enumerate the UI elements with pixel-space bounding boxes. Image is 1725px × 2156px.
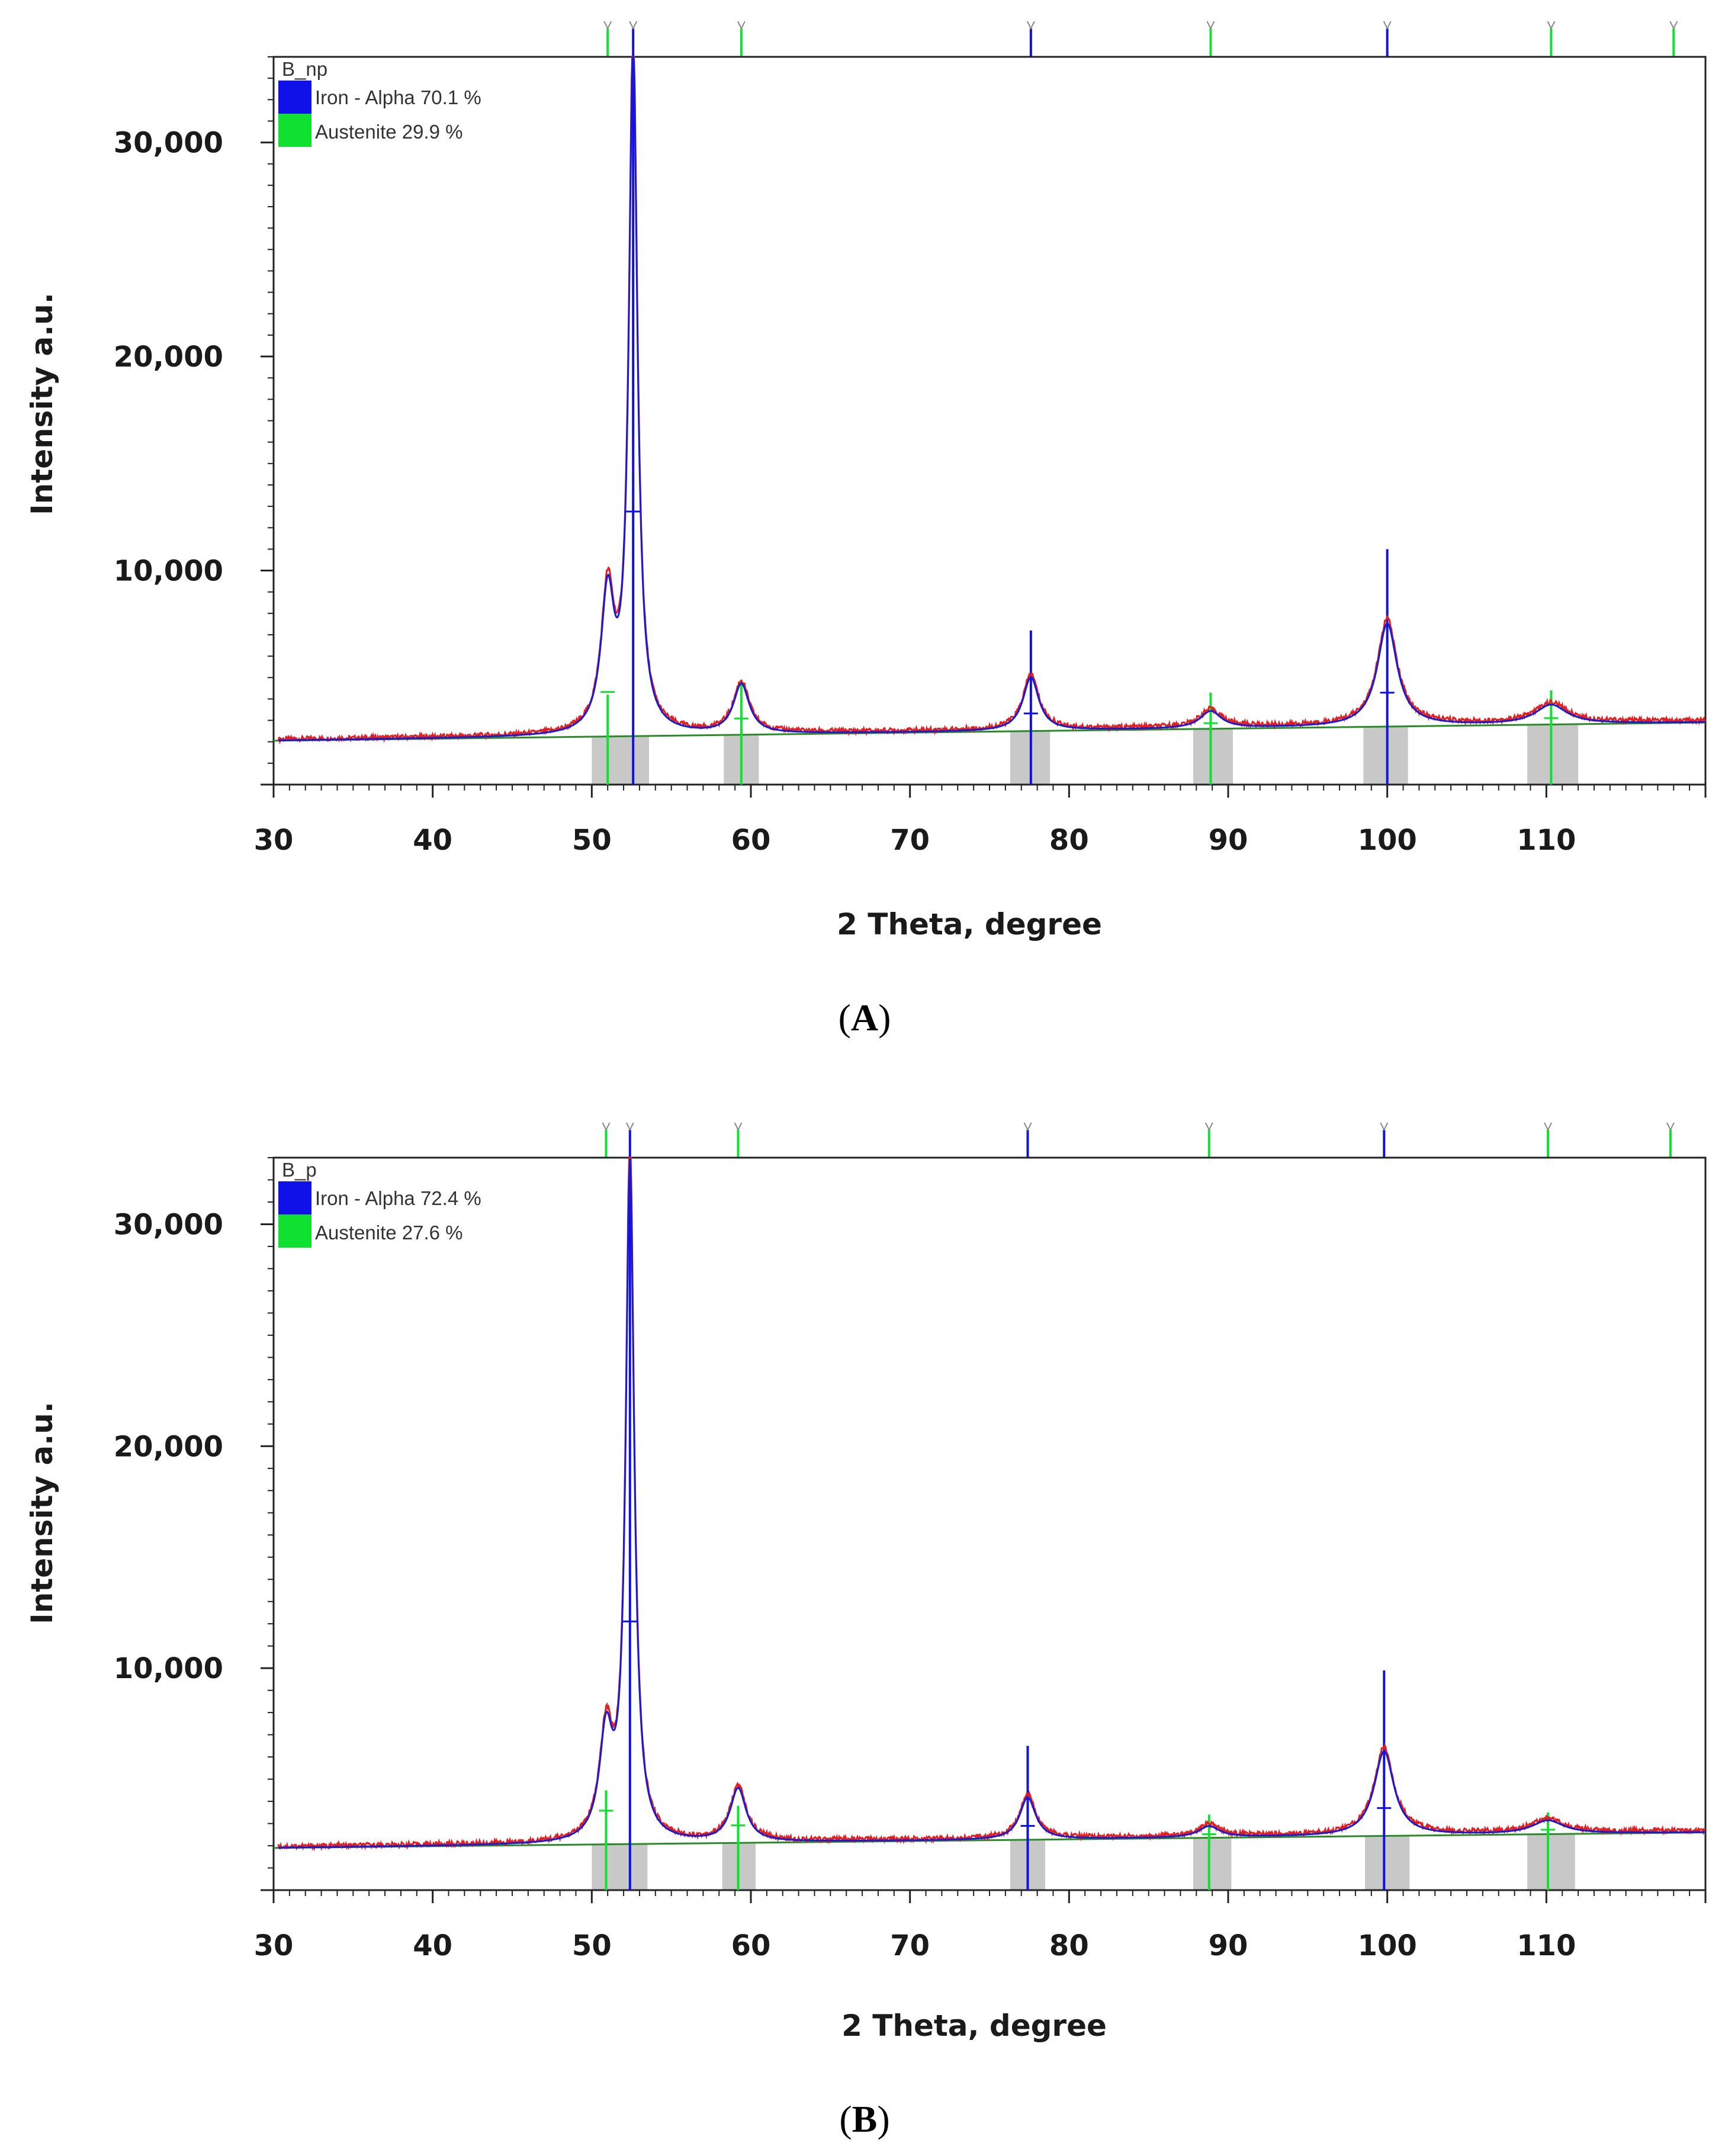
- legend-label-iron-alpha: Iron - Alpha 70.1 %: [315, 86, 481, 108]
- x-tick-label: 100: [1358, 1929, 1417, 1962]
- panel-label-open: (: [839, 2098, 852, 2140]
- y-tick-label: 10,000: [114, 555, 223, 588]
- legend-title: B_p: [282, 1159, 317, 1181]
- x-tick-label: 80: [1049, 824, 1089, 857]
- y-tick-label: 20,000: [114, 1430, 223, 1463]
- legend-swatch-austenite: [278, 114, 311, 147]
- x-tick-label: 70: [890, 824, 930, 857]
- panel-label-a: (A): [839, 997, 891, 1039]
- phase-sticks: [599, 1162, 1556, 1890]
- x-tick-label: 30: [254, 1929, 294, 1962]
- phase-marker-caret: [1383, 21, 1392, 30]
- x-tick-label: 40: [413, 824, 452, 857]
- phase-marker-caret: [603, 21, 612, 30]
- panel-label-open: (: [839, 997, 851, 1039]
- phase-markers: [603, 21, 1678, 57]
- peak-region: [592, 736, 650, 785]
- legend-label-austenite: Austenite 27.6 %: [315, 1222, 463, 1244]
- chart-panel-b: 30 40 50 60 70 80 90 100 110 10,00020,00030,000 …: [25, 1122, 1707, 2140]
- x-axis: 30 40 50 60 70 80 90 100 110: [254, 1890, 1707, 1962]
- x-tick-label: 100: [1358, 824, 1417, 857]
- panel-label-close: ): [878, 997, 891, 1039]
- chart-panel-a: 30 40 50 60 70 80 90 100 110 10,00020,00030,000 …: [25, 21, 1707, 1039]
- x-tick-label: 110: [1517, 824, 1576, 857]
- x-tick-label: 90: [1209, 1929, 1248, 1962]
- phase-marker-caret: [1666, 1122, 1675, 1132]
- phase-marker-caret: [602, 1122, 611, 1132]
- phase-marker-caret: [1380, 1122, 1389, 1132]
- measured-curve: [277, 56, 1706, 745]
- peak-region: [592, 1844, 648, 1890]
- phase-marker-caret: [1206, 21, 1215, 30]
- background-line-path: [273, 1832, 1706, 1849]
- x-axis: 30 40 50 60 70 80 90 100 110: [254, 785, 1707, 857]
- pattern-curves: [277, 54, 1706, 745]
- phase-marker-caret: [1669, 21, 1678, 30]
- legend-swatch-iron-alpha: [278, 1181, 311, 1214]
- panel-label-letter: B: [852, 2098, 878, 2140]
- x-tick-label: 110: [1517, 1929, 1576, 1962]
- x-tick-label: 80: [1049, 1929, 1089, 1962]
- phase-marker-caret: [629, 21, 638, 30]
- x-tick-label: 40: [413, 1929, 452, 1962]
- peak-region: [1363, 727, 1408, 785]
- phase-marker-caret: [1026, 21, 1035, 30]
- phase-marker-caret: [1544, 1122, 1552, 1132]
- fit-curve: [278, 54, 1705, 741]
- x-tick-label: 50: [572, 824, 612, 857]
- background-line: [273, 721, 1706, 742]
- x-tick-label: 60: [731, 824, 771, 857]
- legend-swatch-iron-alpha: [278, 81, 311, 114]
- y-tick-label: 20,000: [114, 340, 223, 374]
- legend-label-iron-alpha: Iron - Alpha 72.4 %: [315, 1187, 481, 1209]
- legend: B_np Iron - Alpha 70.1 % Austenite 29.9 …: [278, 58, 481, 147]
- y-tick-label: 10,000: [114, 1652, 223, 1685]
- x-tick-label: 60: [731, 1929, 771, 1962]
- phase-marker-caret: [1547, 21, 1556, 30]
- y-tick-label: 30,000: [114, 127, 223, 160]
- panel-label-b: (B): [839, 2098, 889, 2140]
- panel-label-letter: A: [851, 997, 878, 1039]
- peak-region: [1527, 724, 1579, 785]
- phase-marker-caret: [737, 21, 746, 30]
- x-tick-label: 90: [1209, 824, 1248, 857]
- fit-curve: [278, 1158, 1706, 1849]
- peak-regions: [592, 1834, 1575, 1890]
- panel-label-close: ): [877, 2098, 889, 2140]
- y-axis-title: Intensity a.u.: [25, 293, 59, 515]
- phase-marker-caret: [1023, 1122, 1032, 1132]
- x-tick-label: 30: [254, 824, 294, 857]
- y-axis-title: Intensity a.u.: [25, 1402, 59, 1624]
- peak-region: [1193, 1837, 1232, 1890]
- x-tick-label: 50: [572, 1929, 612, 1962]
- background-line-path: [273, 721, 1706, 742]
- legend-swatch-austenite: [278, 1214, 311, 1248]
- peak-region: [1365, 1836, 1410, 1890]
- y-axis: 10,000 20,000 30,000: [114, 56, 274, 786]
- x-axis-title: 2 Theta, degree: [837, 907, 1102, 942]
- x-tick-label: 70: [890, 1929, 930, 1962]
- phase-sticks: [600, 57, 1559, 785]
- phase-marker-caret: [1204, 1122, 1213, 1132]
- phase-marker-caret: [734, 1122, 743, 1132]
- y-tick-label: 30,000: [114, 1208, 223, 1241]
- legend-label-austenite: Austenite 29.9 %: [315, 121, 463, 143]
- background-line: [273, 1832, 1706, 1849]
- peak-region: [1527, 1834, 1575, 1890]
- y-axis: 10,000 20,000 30,000: [114, 1157, 274, 1891]
- peak-region: [1193, 728, 1233, 785]
- x-axis-title: 2 Theta, degree: [841, 2009, 1107, 2043]
- legend: B_p Iron - Alpha 72.4 % Austenite 27.6 %: [278, 1159, 481, 1248]
- legend-title: B_np: [282, 58, 327, 80]
- phase-markers: [602, 1122, 1675, 1158]
- phase-marker-caret: [625, 1122, 634, 1132]
- pattern-curves: [277, 1156, 1706, 1852]
